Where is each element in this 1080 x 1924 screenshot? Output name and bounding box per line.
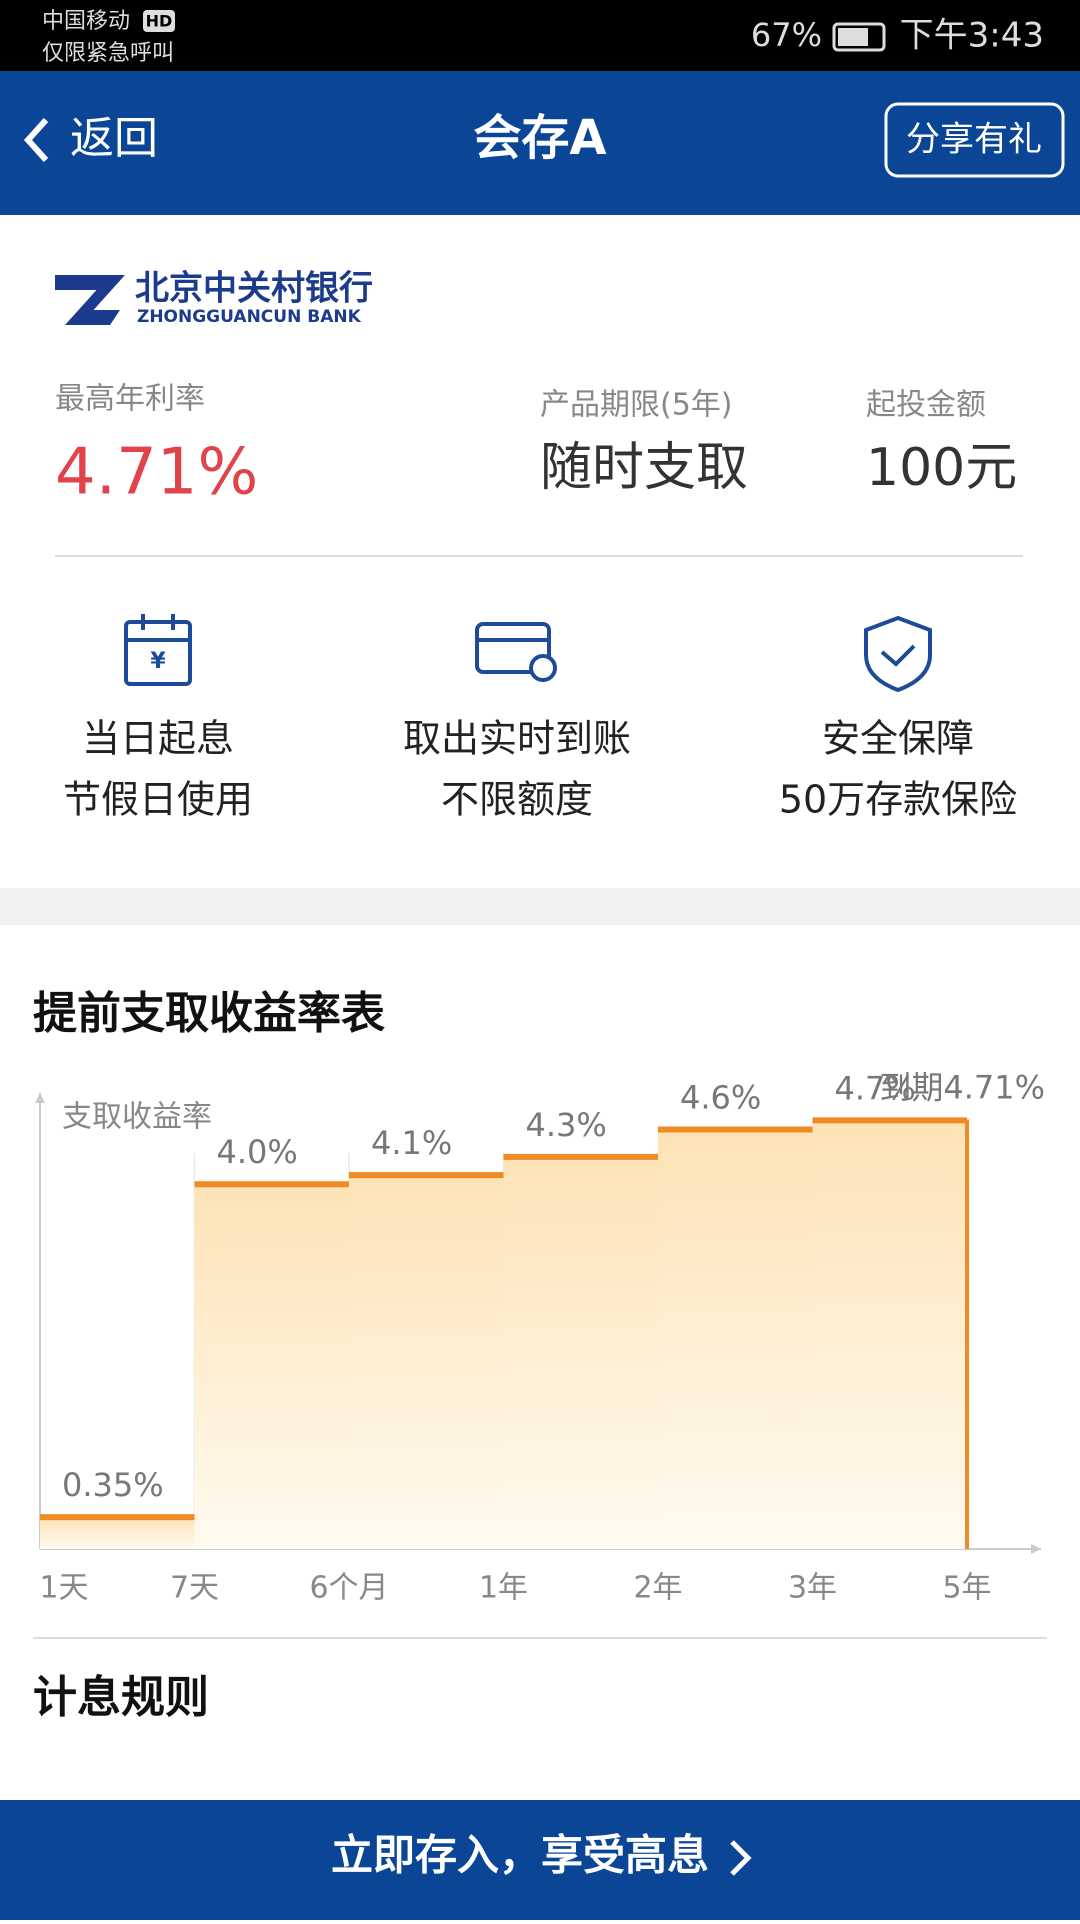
step-area: [812, 1120, 967, 1549]
nav-bar: [0, 71, 1080, 215]
feature-line2: 50万存款保险: [779, 778, 1017, 822]
rate-value: 4.71%: [55, 436, 258, 510]
value-label: 到期4.71%: [879, 1068, 1045, 1106]
chart: 0.35% 4.0% 4.1% 4.3% 4.6% 4.7%到期4.71% 1天 7天 6个月 1…: [35, 1068, 1045, 1606]
feature-line1: 当日起息: [82, 717, 234, 761]
hd-badge: [143, 10, 175, 32]
min-value: 100元: [866, 438, 1017, 498]
step-area: [40, 1517, 195, 1549]
x-tick-label: 3年: [788, 1571, 837, 1606]
term-label: 产品期限(5年): [540, 388, 733, 423]
battery-icon: [832, 22, 886, 52]
feature-line1: 安全保障: [822, 717, 974, 761]
bank-name-en: ZHONGGUANCUN BANK: [137, 307, 362, 327]
feature-icons: [124, 614, 932, 693]
x-tick-label: 1年: [479, 1571, 528, 1606]
x-tick-label: 2年: [633, 1571, 682, 1606]
clock: 下午3:43: [900, 16, 1044, 56]
section-title: 计息规则: [33, 1672, 209, 1723]
value-label: 4.0%: [217, 1133, 298, 1171]
y-axis-arrow: [35, 1093, 45, 1103]
emergency: 仅限紧急呼叫: [42, 41, 174, 66]
value-label: 4.1%: [371, 1124, 452, 1162]
cta-arrow[interactable]: [730, 1840, 752, 1876]
step-area: [194, 1184, 349, 1549]
chart-title: 提前支取收益率表: [33, 988, 385, 1039]
step-area: [503, 1156, 658, 1549]
x-tick-label: 7天: [170, 1571, 219, 1606]
share-button[interactable]: 分享有礼: [906, 120, 1042, 160]
x-tick-label: 6个月: [309, 1571, 388, 1606]
rate-label: 最高年利率: [55, 382, 205, 417]
back-button[interactable]: 返回: [70, 113, 158, 164]
value-label: 4.3%: [526, 1106, 607, 1144]
value-label: 0.35%: [62, 1466, 164, 1504]
min-label: 起投金额: [866, 388, 986, 423]
x-tick-label: 5年: [942, 1571, 991, 1606]
bank-name: 北京中关村银行: [135, 269, 373, 309]
step-area: [349, 1175, 504, 1549]
feature-line2: 节假日使用: [63, 778, 253, 822]
x-axis-arrow: [1031, 1544, 1041, 1554]
yen-icon: ¥: [150, 649, 166, 674]
term-value: 随时支取: [540, 438, 748, 498]
battery-text: 67%: [751, 16, 822, 54]
cta-label[interactable]: 立即存入，享受高息: [331, 1831, 709, 1880]
value-label: 4.7%: [835, 1069, 916, 1107]
step-area: [658, 1129, 813, 1549]
status-bar: [0, 0, 1080, 71]
value-label: 4.6%: [680, 1078, 761, 1116]
y-axis-label: 支取收益率: [62, 1100, 212, 1135]
battery-level: [838, 28, 868, 46]
feature-line1: 取出实时到账: [403, 717, 631, 761]
carrier: 中国移动: [42, 9, 130, 34]
cta-button[interactable]: [0, 1800, 1080, 1920]
bank-logo: [55, 275, 125, 325]
back-icon[interactable]: [23, 117, 49, 163]
x-tick-label: 1天: [39, 1571, 88, 1606]
section-gap: [0, 888, 1080, 925]
nav-title: 会存A: [473, 110, 606, 166]
hd: HD: [146, 12, 173, 31]
share-box[interactable]: [884, 102, 1065, 178]
feature-line2: 不限额度: [441, 778, 593, 822]
